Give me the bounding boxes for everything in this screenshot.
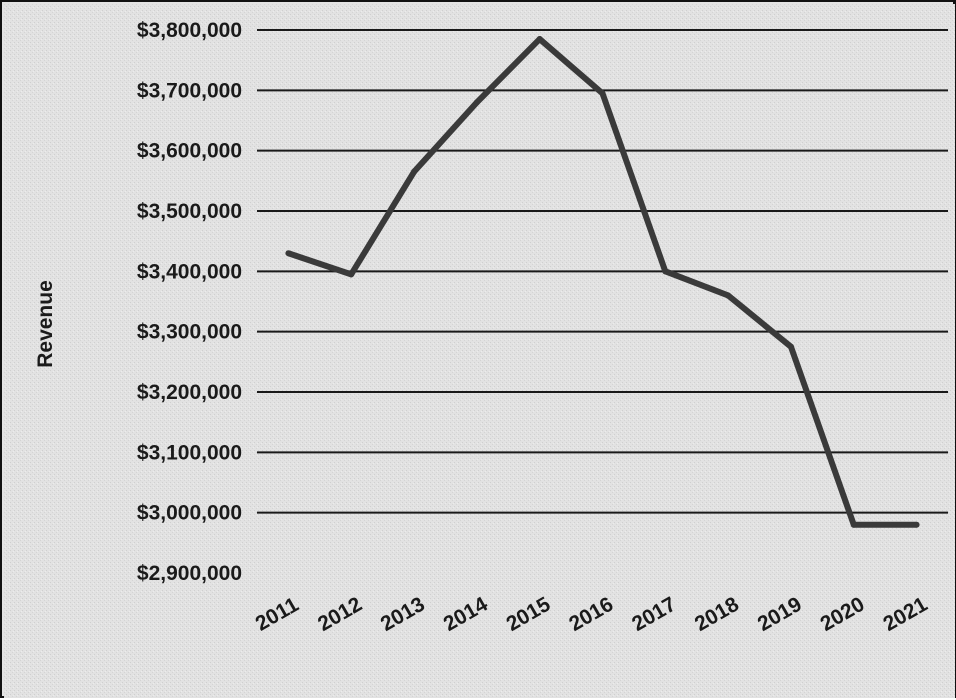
y-axis-tick-labels: $2,900,000 $3,000,000 $3,100,000 $3,200,000… (137, 19, 242, 585)
data-point-2017 (662, 268, 669, 275)
data-point-2011 (285, 250, 292, 257)
y-tick-label: $2,900,000 (137, 562, 242, 585)
y-tick-label: $3,400,000 (137, 260, 242, 283)
data-point-2014 (473, 99, 480, 106)
y-axis-title: Revenue (34, 280, 57, 368)
y-tick-label: $3,000,000 (137, 502, 242, 525)
y-tick-label: $3,300,000 (137, 321, 242, 344)
data-point-2020 (850, 521, 857, 528)
data-point-2018 (725, 292, 732, 299)
data-point-2013 (411, 168, 418, 175)
chart-background (4, 4, 955, 698)
gridlines (257, 29, 948, 514)
y-tick-label: $3,100,000 (137, 441, 242, 464)
y-tick-label: $3,800,000 (137, 19, 242, 42)
y-tick-label: $3,600,000 (137, 140, 242, 163)
data-point-2012 (348, 271, 355, 278)
y-tick-label: $3,500,000 (137, 200, 242, 223)
data-point-2019 (787, 343, 794, 350)
y-tick-label: $3,700,000 (137, 79, 242, 102)
y-tick-label: $3,200,000 (137, 381, 242, 404)
data-point-2016 (599, 90, 606, 97)
data-point-2015 (536, 36, 543, 43)
data-point-2021 (913, 521, 920, 528)
series-layer (285, 36, 920, 528)
